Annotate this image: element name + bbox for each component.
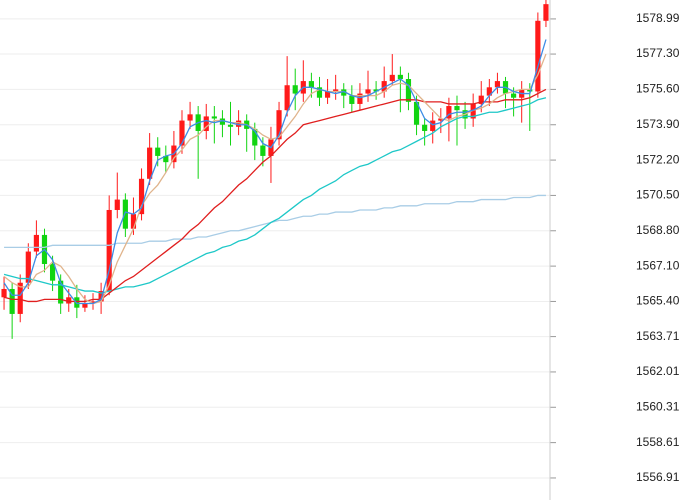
candle-body bbox=[381, 81, 387, 92]
y-tick-label: 1567.10 bbox=[636, 258, 680, 272]
candle-body bbox=[333, 89, 339, 92]
candle-body bbox=[494, 81, 501, 88]
candle-body bbox=[66, 297, 72, 304]
candle-body bbox=[430, 120, 436, 131]
candle-body bbox=[33, 234, 39, 252]
candle-body bbox=[122, 199, 128, 229]
y-tick-label: 1573.90 bbox=[636, 117, 680, 131]
candle-body bbox=[260, 145, 266, 156]
candle-body bbox=[341, 89, 347, 96]
candle-body bbox=[413, 101, 420, 125]
y-tick-label: 1568.80 bbox=[636, 223, 680, 237]
candle-body bbox=[357, 93, 363, 104]
candle-body bbox=[308, 81, 314, 88]
candle-body bbox=[17, 282, 23, 314]
candle-body bbox=[486, 87, 492, 96]
candle-body bbox=[9, 288, 15, 314]
y-tick-label: 1572.20 bbox=[636, 152, 680, 166]
candle-body bbox=[179, 120, 185, 146]
y-tick-label: 1562.01 bbox=[636, 364, 680, 378]
candle-body bbox=[284, 85, 290, 111]
candle-body bbox=[82, 303, 88, 308]
candle-body bbox=[478, 95, 484, 104]
candle-body bbox=[276, 110, 282, 140]
candle-body bbox=[155, 147, 161, 156]
moving-average-line bbox=[3, 39, 547, 305]
candle-body bbox=[511, 93, 517, 98]
candle-body bbox=[373, 89, 379, 92]
candle-body bbox=[1, 288, 7, 298]
candle-body bbox=[25, 251, 31, 283]
plot-area bbox=[1, 0, 549, 339]
candle-body bbox=[163, 155, 169, 163]
y-tick-label: 1563.71 bbox=[636, 329, 680, 343]
candle-body bbox=[147, 147, 153, 179]
y-tick-label: 1558.61 bbox=[636, 435, 680, 449]
candle-body bbox=[292, 85, 298, 94]
candle-body bbox=[203, 116, 209, 131]
candle-body bbox=[236, 120, 242, 127]
moving-average-line bbox=[3, 97, 547, 294]
candle-body bbox=[422, 124, 428, 131]
candle-body bbox=[405, 79, 412, 102]
candle-body bbox=[138, 178, 145, 215]
candle-body bbox=[446, 106, 452, 119]
candle-body bbox=[324, 91, 331, 98]
candle-body bbox=[389, 74, 395, 82]
moving-average-line bbox=[4, 194, 546, 249]
candle-body bbox=[535, 20, 541, 92]
candle-body bbox=[543, 4, 549, 21]
candle-body bbox=[98, 291, 104, 302]
candle-body bbox=[438, 118, 444, 121]
candle-body bbox=[365, 89, 371, 94]
candle-body bbox=[349, 95, 355, 104]
y-tick-label: 1577.30 bbox=[636, 46, 680, 60]
candle-body bbox=[397, 74, 403, 80]
candle-body bbox=[454, 106, 460, 111]
candle-body bbox=[252, 128, 258, 146]
y-tick-label: 1570.50 bbox=[636, 188, 680, 202]
y-tick-label: 1565.40 bbox=[636, 294, 680, 308]
candle-body bbox=[114, 199, 120, 210]
candle-body bbox=[211, 116, 217, 119]
y-tick-label: 1578.99 bbox=[636, 11, 680, 25]
y-tick-label: 1575.60 bbox=[636, 82, 680, 96]
candle-body bbox=[527, 89, 533, 92]
y-tick-label: 1556.91 bbox=[636, 470, 680, 484]
candle-body bbox=[58, 280, 64, 304]
moving-average-line bbox=[3, 88, 547, 303]
y-tick-label: 1560.31 bbox=[636, 399, 680, 413]
candle-body bbox=[219, 118, 226, 125]
candle-body bbox=[470, 103, 476, 119]
candle-body bbox=[130, 214, 137, 229]
candle-body bbox=[49, 264, 56, 281]
candle-body bbox=[227, 124, 234, 127]
candle-body bbox=[106, 209, 112, 292]
candle-body bbox=[90, 301, 96, 304]
candle-body bbox=[187, 114, 193, 121]
candle-body bbox=[316, 87, 323, 98]
